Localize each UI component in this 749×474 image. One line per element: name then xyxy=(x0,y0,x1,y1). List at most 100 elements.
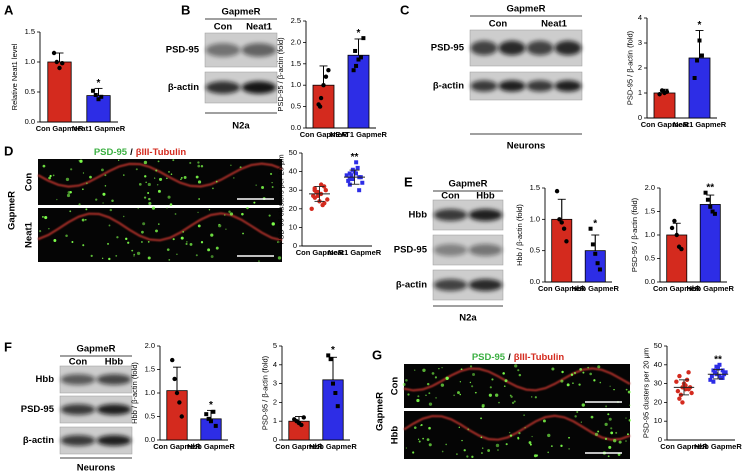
y-tick-label: 1.5 xyxy=(291,59,301,68)
puncta xyxy=(172,159,175,162)
puncta xyxy=(495,443,500,448)
puncta xyxy=(271,222,275,226)
blot-band xyxy=(60,435,96,446)
bar xyxy=(551,218,573,283)
puncta xyxy=(197,161,200,164)
data-point xyxy=(677,373,682,379)
blot-band xyxy=(468,279,503,291)
puncta xyxy=(168,170,170,173)
puncta xyxy=(44,215,48,220)
puncta xyxy=(78,160,80,162)
category-label: Hbb GapmeR xyxy=(694,443,742,451)
puncta xyxy=(42,164,46,168)
puncta xyxy=(426,382,430,386)
blot-band xyxy=(498,40,526,56)
category-label: Con GapmeR xyxy=(660,443,708,451)
puncta xyxy=(471,455,474,459)
category-label: Con GapmeR xyxy=(299,131,348,139)
y-axis-label: PSD-95 / β-actin (fold) xyxy=(276,37,285,112)
data-point xyxy=(57,65,62,71)
category-label: Neat1 GapmeR xyxy=(327,249,382,257)
puncta xyxy=(547,451,550,454)
data-point xyxy=(697,38,702,43)
significance: * xyxy=(593,218,597,229)
puncta xyxy=(166,248,170,252)
puncta xyxy=(277,241,280,244)
puncta xyxy=(590,415,594,419)
data-point xyxy=(326,68,331,73)
puncta xyxy=(65,234,68,238)
data-point xyxy=(711,379,716,384)
data-point xyxy=(60,61,65,66)
puncta xyxy=(143,196,147,199)
puncta xyxy=(65,177,70,182)
bar xyxy=(653,92,676,119)
puncta xyxy=(568,448,570,450)
puncta xyxy=(79,159,83,163)
blot-band xyxy=(468,209,503,221)
puncta xyxy=(200,241,204,244)
category-label: Hbb GapmeR xyxy=(309,443,357,451)
blot-band xyxy=(60,374,96,385)
data-point xyxy=(720,375,725,380)
puncta xyxy=(82,188,84,191)
puncta xyxy=(102,202,104,204)
puncta xyxy=(503,385,506,388)
puncta xyxy=(277,256,282,260)
category-label: Con GapmeR xyxy=(537,285,586,293)
bar xyxy=(312,84,335,129)
puncta xyxy=(422,437,425,440)
data-point xyxy=(172,376,177,382)
micrograph xyxy=(38,159,282,205)
puncta xyxy=(597,430,600,433)
puncta xyxy=(102,192,106,196)
puncta xyxy=(101,257,104,259)
puncta xyxy=(428,402,433,406)
puncta xyxy=(147,241,150,243)
puncta xyxy=(108,224,111,227)
puncta xyxy=(428,426,431,430)
data-point xyxy=(54,59,59,65)
significance: ** xyxy=(351,152,359,163)
puncta xyxy=(185,242,188,246)
significance: * xyxy=(209,400,213,411)
stain-marker: PSD-95 xyxy=(94,147,128,158)
y-tick-label: 1.5 xyxy=(645,206,655,215)
puncta xyxy=(441,366,443,369)
puncta xyxy=(48,176,51,180)
data-point xyxy=(331,381,335,386)
blot-band xyxy=(526,40,554,56)
puncta xyxy=(39,229,42,233)
puncta xyxy=(52,174,55,177)
puncta xyxy=(445,443,447,446)
puncta xyxy=(580,421,582,423)
category-label: Hbb GapmeR xyxy=(187,443,235,451)
puncta xyxy=(182,231,184,233)
puncta xyxy=(49,174,52,178)
puncta xyxy=(502,372,505,375)
significance: * xyxy=(698,20,702,31)
data-point xyxy=(347,171,352,176)
blot-row-label: β-actin xyxy=(433,81,464,92)
puncta xyxy=(625,440,627,442)
puncta xyxy=(229,212,234,216)
puncta xyxy=(90,254,93,257)
data-point xyxy=(335,404,340,409)
y-tick-label: 0.5 xyxy=(291,102,301,111)
data-point xyxy=(708,377,713,382)
puncta xyxy=(407,393,410,396)
puncta xyxy=(511,401,515,404)
puncta xyxy=(141,241,143,243)
puncta xyxy=(197,211,199,214)
puncta xyxy=(523,414,525,416)
blot-band xyxy=(96,435,132,446)
puncta xyxy=(587,366,590,369)
puncta xyxy=(428,443,432,447)
data-point xyxy=(590,242,595,247)
puncta xyxy=(210,255,214,259)
puncta xyxy=(441,450,444,453)
data-point xyxy=(674,379,679,384)
x-tick-label: Con GapmeR xyxy=(660,443,708,451)
data-point xyxy=(351,68,356,73)
blot-footer: N2a xyxy=(232,121,250,132)
